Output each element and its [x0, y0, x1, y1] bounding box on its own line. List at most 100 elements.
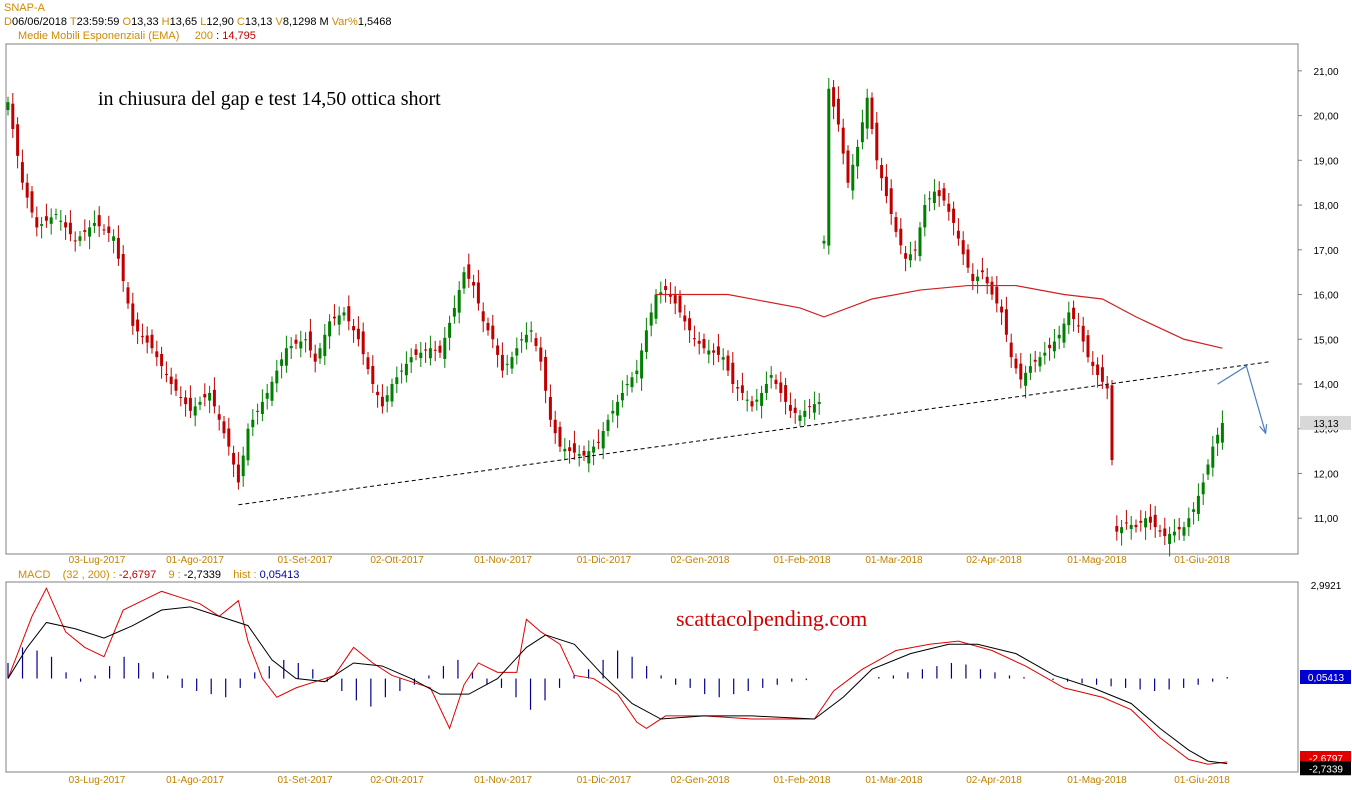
- candle-body: [1072, 307, 1076, 320]
- candle-body: [1129, 524, 1133, 529]
- candle-body: [683, 315, 687, 322]
- ema-label: Medie Mobili Esponenziali (EMA): [18, 30, 180, 42]
- date-axis-label: 01-Set-2017: [277, 555, 332, 566]
- candle-body: [1091, 361, 1095, 367]
- candle-body: [318, 348, 322, 359]
- candle-body: [294, 339, 298, 344]
- open-value: 13,33: [131, 16, 159, 28]
- candle-body: [184, 397, 188, 405]
- candle-body: [419, 352, 423, 359]
- macd-layer: [7, 587, 1228, 765]
- candle-body: [635, 370, 639, 375]
- candle-body: [35, 217, 39, 228]
- candle-body: [750, 401, 754, 407]
- candle-body: [472, 282, 476, 286]
- candle-body: [1172, 531, 1176, 536]
- candle-body: [1216, 434, 1220, 444]
- candle-body: [49, 217, 53, 224]
- candle-body: [452, 307, 456, 317]
- date-axis-label: 01-Ago-2017: [166, 775, 224, 786]
- var-key: Var%: [331, 16, 358, 28]
- candle-body: [136, 319, 140, 332]
- candle-body: [937, 190, 941, 197]
- price-tick-label: 18,00: [1313, 201, 1338, 212]
- candle-body: [313, 353, 317, 362]
- candle-body: [40, 224, 44, 226]
- candle-body: [44, 216, 48, 221]
- date-value: 06/06/2018: [11, 16, 68, 28]
- signal-label: 9 :: [168, 569, 181, 581]
- candle-body: [1105, 384, 1109, 389]
- candle-body: [174, 379, 178, 391]
- last-price-box: [1300, 415, 1351, 430]
- date-axis-label: 01-Mar-2018: [865, 555, 923, 566]
- candle-body: [659, 292, 663, 295]
- candle-body: [395, 377, 399, 384]
- candle-body: [236, 464, 240, 483]
- candle-body: [169, 376, 173, 384]
- candle-body: [342, 312, 346, 316]
- signal-line: [7, 606, 1228, 765]
- candle-body: [366, 357, 370, 370]
- candle-body: [1009, 342, 1013, 358]
- candle-body: [971, 273, 975, 282]
- candle-body: [112, 236, 116, 241]
- candle-body: [332, 316, 336, 319]
- candle-body: [1115, 526, 1119, 532]
- volume-key: V: [275, 16, 283, 28]
- candle-body: [179, 396, 183, 398]
- candle-body: [942, 188, 946, 201]
- candle-body: [1201, 482, 1205, 495]
- candle-body: [448, 322, 452, 338]
- candle-body: [865, 97, 869, 129]
- macd-label: MACD: [18, 569, 51, 581]
- candle-body: [817, 401, 821, 405]
- macd-params: (32 , 200) :: [62, 569, 116, 581]
- date-axis-label: 01-Dic-2017: [577, 555, 632, 566]
- candle-body: [524, 334, 528, 343]
- candle-body: [30, 191, 34, 213]
- candle-body: [721, 357, 725, 360]
- candle-body: [1100, 367, 1104, 382]
- candle-body: [846, 150, 850, 183]
- price-tick-label: 11,00: [1314, 514, 1339, 525]
- candle-body: [356, 328, 360, 340]
- date-axis-label: 02-Apr-2018: [966, 555, 1022, 566]
- candle-body: [1024, 372, 1028, 386]
- price-tick-label: 14,00: [1313, 380, 1338, 391]
- candle-body: [1004, 309, 1008, 335]
- candle-body: [1096, 364, 1100, 376]
- candle-body: [390, 384, 394, 402]
- candle-body: [616, 401, 620, 416]
- candle-body: [256, 410, 260, 412]
- candle-body: [1120, 527, 1124, 534]
- candle-body: [505, 363, 509, 365]
- candle-body: [980, 270, 984, 273]
- candle-body: [212, 389, 216, 407]
- candle-body: [246, 428, 250, 461]
- candle-body: [808, 406, 812, 408]
- candle-body: [755, 399, 759, 402]
- candle-body: [361, 331, 365, 355]
- candle-body: [995, 286, 999, 304]
- axes-layer: 11,00 12,00 13,00 14,00 15,00 16,00 17,00 18,00…: [69, 67, 1351, 786]
- candle-body: [97, 215, 101, 227]
- candle-body: [1000, 306, 1004, 313]
- candle-body: [1220, 422, 1224, 443]
- high-key: H: [161, 16, 170, 28]
- candle-body: [491, 325, 495, 340]
- candle-body: [563, 448, 567, 452]
- candle-body: [414, 349, 418, 355]
- candle-body: [630, 377, 634, 388]
- candle-body: [438, 345, 442, 353]
- candle-body: [692, 338, 696, 340]
- candle-body: [400, 370, 404, 372]
- candle-body: [539, 347, 543, 362]
- candle-body: [323, 334, 327, 357]
- candle-body: [1163, 528, 1167, 537]
- candle-body: [337, 315, 341, 325]
- date-axis-label: 01-Feb-2018: [773, 555, 831, 566]
- candle-body: [520, 339, 524, 341]
- candle-body: [121, 254, 125, 282]
